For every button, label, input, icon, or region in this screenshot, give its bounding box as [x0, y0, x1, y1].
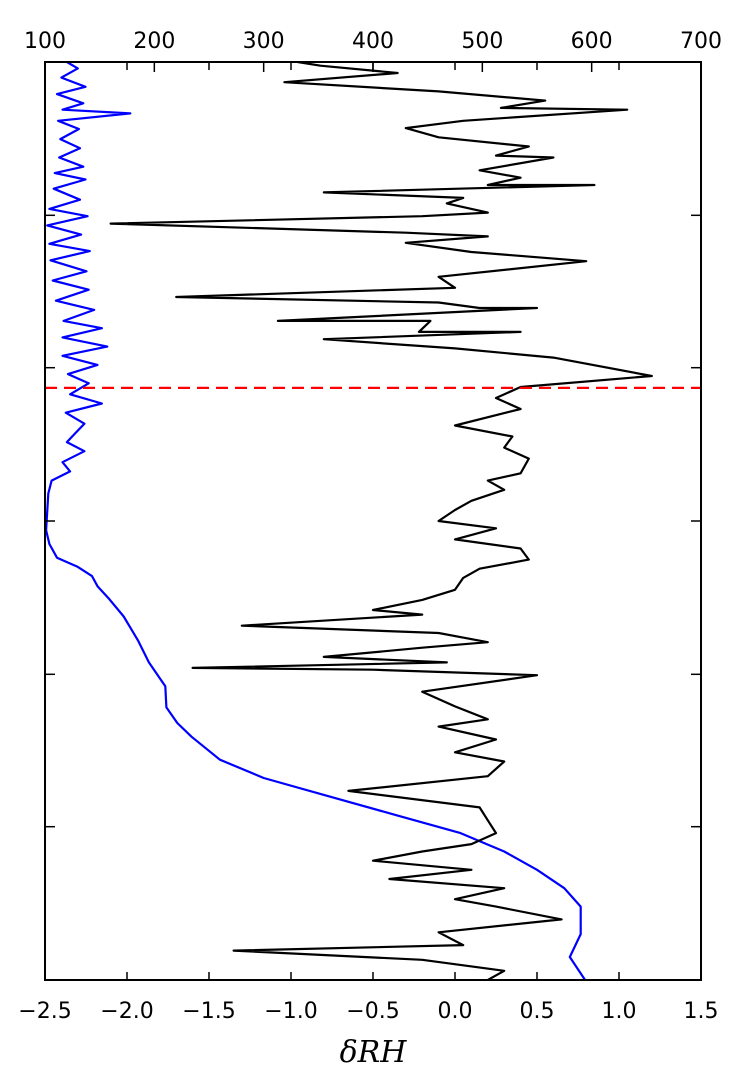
x-bottom-tick-label: 0.0 [438, 999, 473, 1024]
x-top-tick-label: 400 [352, 29, 394, 54]
plot-area [45, 62, 701, 980]
x-bottom-tick-label: 0.5 [520, 999, 555, 1024]
axis-ticks [44, 62, 702, 980]
x-top-tick-label: 700 [680, 29, 722, 54]
x-bottom-tick-label: −0.5 [346, 999, 399, 1024]
series-line-1 [109, 62, 653, 980]
x-axis-title: δRH [340, 1035, 408, 1070]
x-top-tick-label: 600 [571, 29, 613, 54]
x-top-tick-label: 200 [133, 29, 175, 54]
series-line-0 [45, 62, 587, 980]
x-bottom-tick-label: −2.0 [100, 999, 153, 1024]
x-top-tick-label: 500 [461, 29, 503, 54]
x-bottom-tick-label: 1.5 [684, 999, 719, 1024]
x-bottom-tick-label: −1.5 [182, 999, 235, 1024]
x-bottom-tick-label: 1.0 [602, 999, 637, 1024]
x-bottom-tick-label: −1.0 [264, 999, 317, 1024]
plot-frame [44, 61, 702, 981]
x-top-tick-label: 300 [243, 29, 285, 54]
x-top-tick-label: 100 [24, 29, 66, 54]
axis-tick-labels: −2.5 −2.0 −1.5 −1.0 −0.5 0.0 0.5 1.0 1.5 100 200 30… [18, 29, 722, 1024]
x-bottom-tick-label: −2.5 [18, 999, 71, 1024]
